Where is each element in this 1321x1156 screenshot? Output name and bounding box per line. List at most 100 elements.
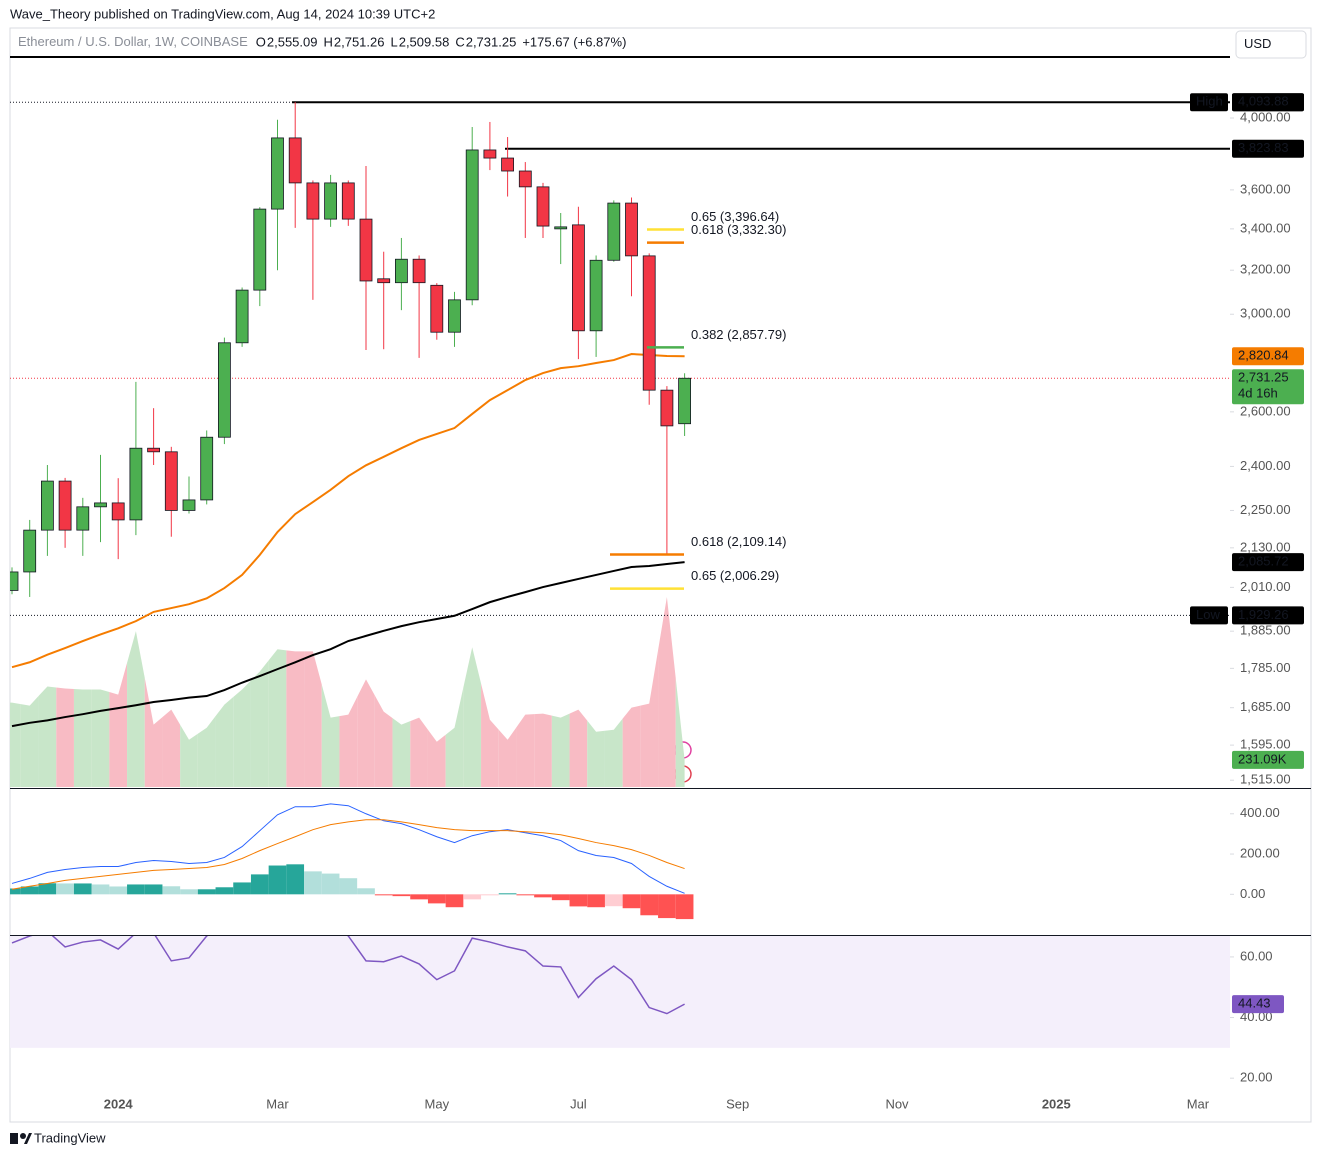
y-tick-label: 0.00 [1240, 886, 1265, 901]
candle-body [483, 149, 497, 159]
candle-body [306, 182, 320, 220]
volume-area [604, 718, 623, 787]
macd-histogram [304, 871, 322, 895]
macd-histogram [233, 882, 251, 895]
volume-area [250, 660, 269, 787]
volume-area [357, 679, 375, 787]
y-tick-label: 60.00 [1240, 948, 1273, 963]
volume-area [38, 686, 57, 787]
macd-histogram [250, 874, 269, 895]
marker-value-bg [1232, 606, 1304, 625]
x-tick-label: Mar [266, 1096, 289, 1111]
y-tick-label: 200.00 [1240, 845, 1280, 860]
macd-histogram [56, 883, 74, 895]
candle-body [41, 480, 54, 531]
ohlc-key: O [256, 34, 266, 49]
macd-histogram [551, 894, 570, 901]
y-tick-label: 1,785.00 [1240, 660, 1291, 675]
macd-pane [10, 803, 694, 920]
candle-body [554, 226, 568, 230]
macd-histogram [339, 878, 358, 895]
ohlc-key: H [323, 34, 332, 49]
moving-average [11, 561, 685, 728]
volume-area [144, 677, 163, 787]
y-tick-label: 400.00 [1240, 805, 1280, 820]
candle-body [288, 137, 302, 184]
macd-histogram [127, 884, 145, 895]
marker-tag-bg [1190, 606, 1228, 625]
fib-label: 0.618 (2,109.14) [691, 534, 786, 549]
macd-histogram [286, 864, 305, 895]
candle-body [412, 258, 426, 284]
ohlc-value: 2,509.58 [399, 34, 450, 49]
legend: Ethereum / U.S. Dollar, 1W, COINBASE [18, 34, 248, 49]
macd-histogram [675, 894, 694, 920]
volume-area [498, 727, 517, 787]
volume-area [268, 649, 287, 787]
macd-line [11, 803, 685, 894]
volume-tag: 231.09K [1238, 751, 1287, 766]
volume-area [675, 678, 685, 787]
rsi-tag-bg [1232, 995, 1284, 1014]
volume-area [304, 651, 322, 787]
candle-body [164, 451, 178, 511]
volume-tag-bg [1232, 750, 1304, 769]
x-tick-label: 2024 [104, 1096, 134, 1111]
volume-area [445, 687, 464, 787]
candle-body [10, 571, 19, 591]
level-tag: 4,093.88 [1238, 94, 1289, 109]
volume-area [215, 697, 234, 787]
price-pane: 0.65 (3,396.64)0.618 (3,332.30) 0.382 (2,… [10, 56, 1230, 787]
candle-body [129, 447, 143, 521]
marker-text: Low [1196, 607, 1220, 622]
candle-body [217, 342, 231, 438]
volume-area [56, 687, 74, 787]
volume-area [91, 689, 110, 787]
symbol: Ethereum / U.S. Dollar, 1W, COINBASE [18, 34, 248, 49]
currency[interactable]: USD [1244, 36, 1271, 51]
rsi-pane [10, 936, 1230, 1048]
candle-body [660, 389, 674, 427]
volume-area [339, 697, 358, 787]
candle-body [200, 436, 214, 501]
y-tick-label: 1,515.00 [1240, 772, 1291, 787]
ma-tag-bg [1232, 553, 1304, 572]
macd-histogram [481, 894, 499, 896]
level-tag-bg [1232, 139, 1304, 158]
ohlc-value: 2,751.26 [334, 34, 385, 49]
fib-label: 0.65 (2,006.29) [691, 568, 779, 583]
marker-tag-bg [1190, 93, 1228, 112]
currency-button[interactable] [1235, 30, 1307, 59]
candle-body [111, 502, 125, 521]
macd-histogram [20, 886, 39, 895]
candle-body [394, 258, 408, 284]
y-tick-label: 20.00 [1240, 1070, 1273, 1085]
candle-body [536, 186, 550, 227]
byline: Wave_Theory published on TradingView.com… [10, 6, 435, 21]
volume-area [534, 713, 552, 787]
y-tick-label: 2,600.00 [1240, 403, 1291, 418]
level-tag-bg [1232, 93, 1304, 112]
candle-body [253, 208, 267, 291]
x-tick-label: Mar [1187, 1096, 1210, 1111]
brand: TradingView [34, 1130, 106, 1145]
y-tick-label: 2,250.00 [1240, 502, 1291, 517]
candle-body [607, 202, 621, 261]
candle-body [518, 170, 532, 188]
fib-label: 0.618 (3,332.30) [691, 222, 786, 237]
macd-histogram [144, 884, 163, 895]
volume-area [374, 695, 393, 787]
y-tick-label: 3,200.00 [1240, 262, 1291, 277]
y-tick-label: 4,000.00 [1240, 109, 1291, 124]
macd-histogram [197, 889, 216, 895]
countdown: 4d 16h [1238, 386, 1278, 401]
candle-body [76, 506, 90, 531]
macd-histogram [392, 894, 411, 897]
candle-body [147, 447, 161, 453]
last-price: 2,731.25 [1238, 370, 1289, 385]
macd-histogram [38, 883, 57, 895]
rsi-tag: 44.43 [1238, 996, 1271, 1011]
y-tick-label: 1,595.00 [1240, 737, 1291, 752]
